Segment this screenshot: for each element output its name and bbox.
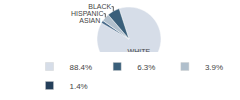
svg-text:6.3%: 6.3% bbox=[137, 63, 155, 72]
svg-text:3.9%: 3.9% bbox=[205, 63, 223, 72]
svg-text:1.4%: 1.4% bbox=[70, 82, 88, 91]
svg-text:88.4%: 88.4% bbox=[70, 63, 93, 72]
svg-text:WHITE: WHITE bbox=[127, 48, 151, 55]
svg-text:ASIAN: ASIAN bbox=[79, 17, 100, 24]
svg-text:BLACK: BLACK bbox=[88, 3, 111, 10]
svg-text:HISPANIC: HISPANIC bbox=[71, 10, 104, 17]
